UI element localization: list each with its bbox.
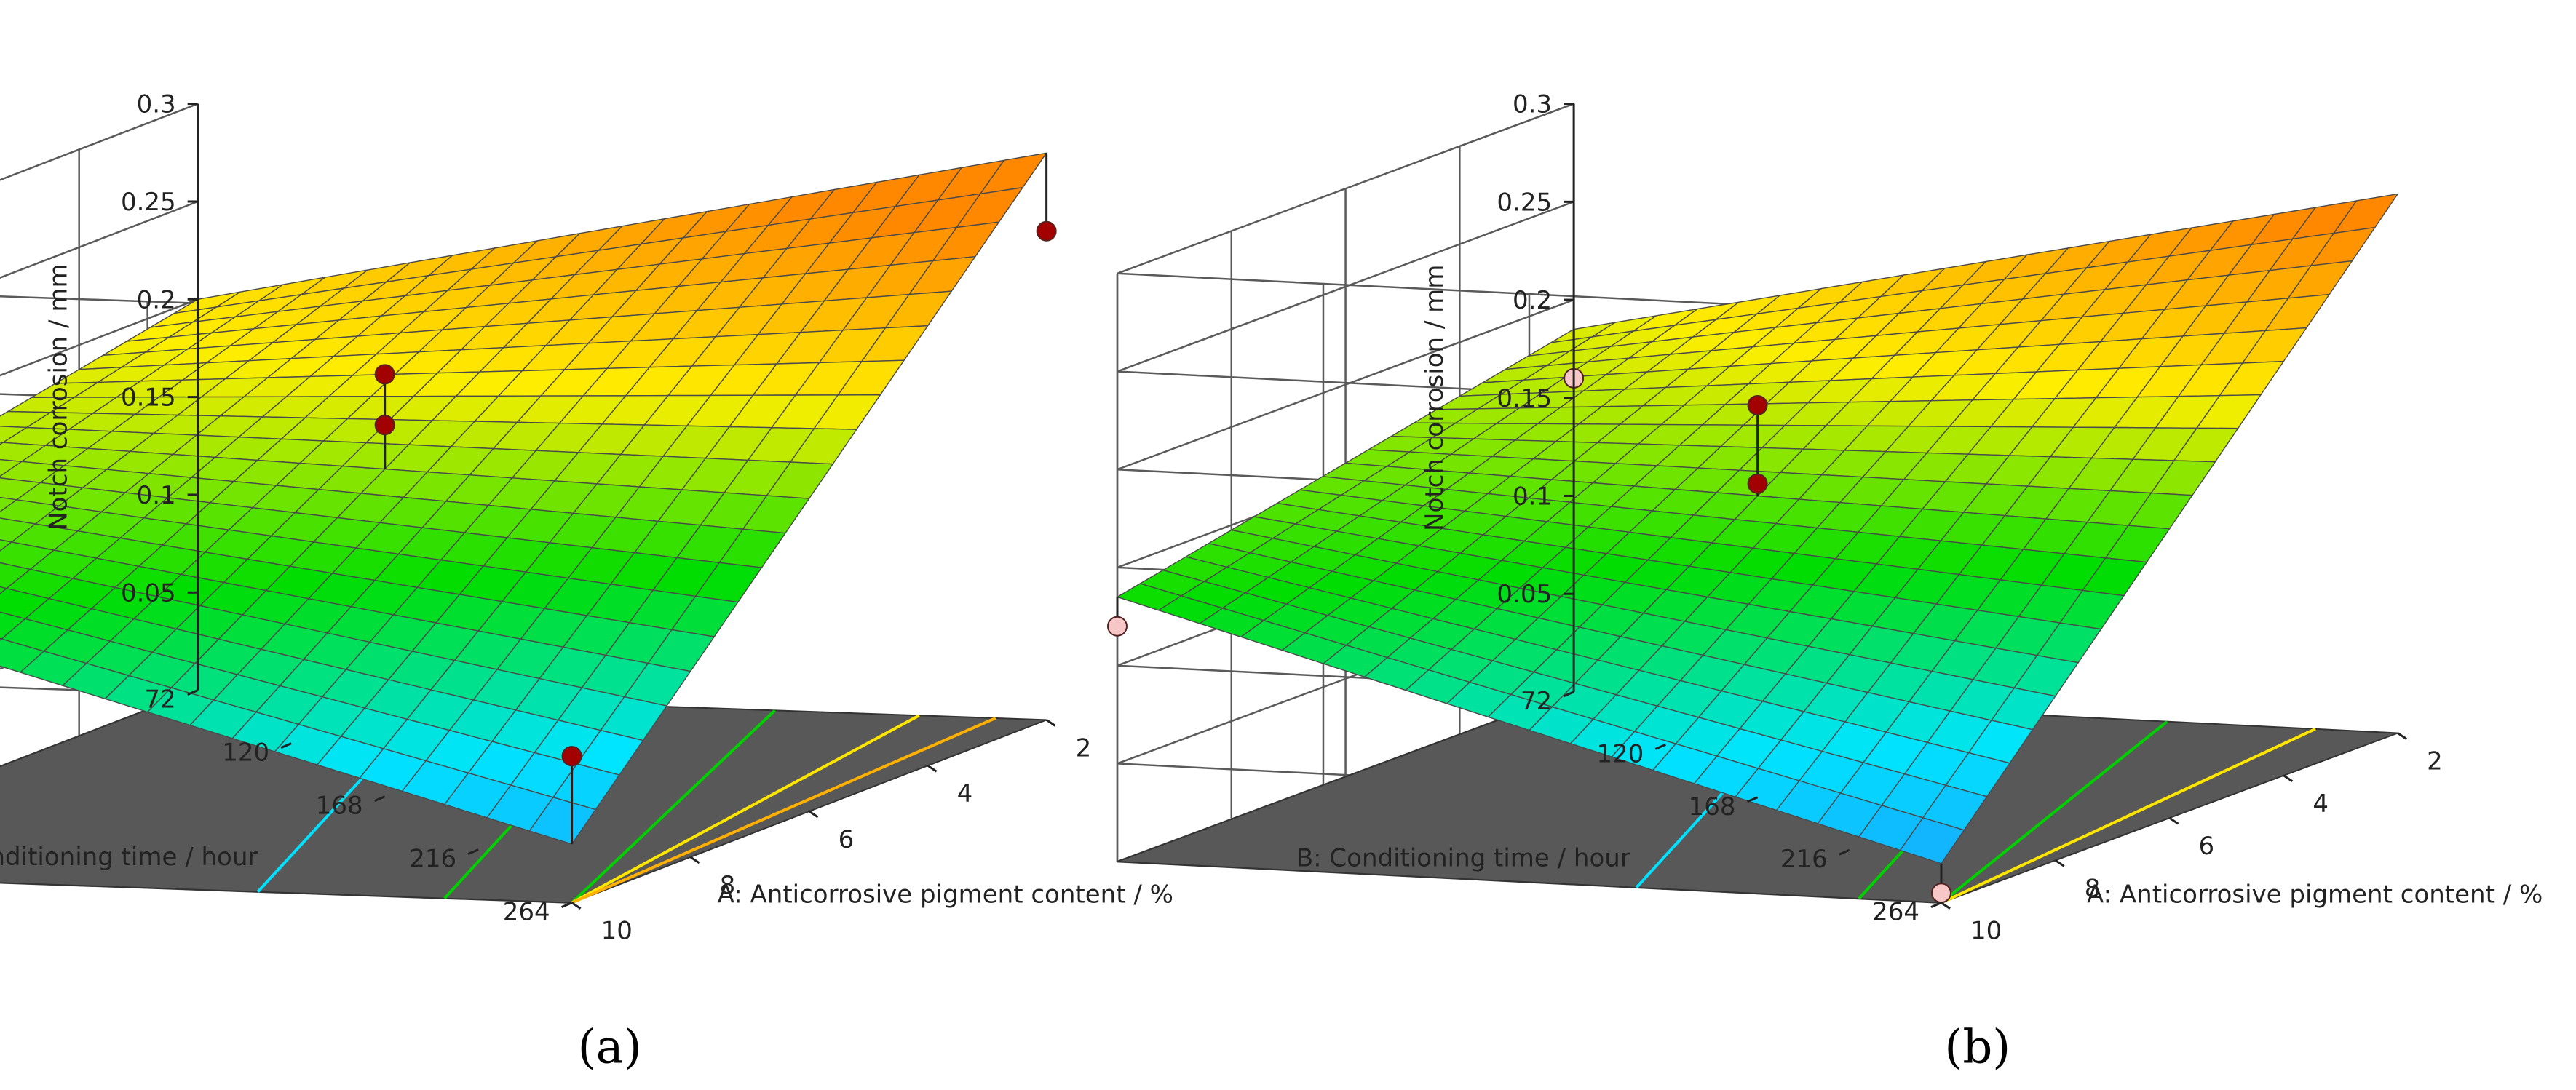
z-tick-label: 0.15	[1497, 384, 1552, 413]
y-tick	[280, 742, 292, 749]
floor-contour-line	[571, 709, 776, 904]
surface-cell	[0, 410, 52, 429]
panel-caption: (a)	[578, 1020, 642, 1074]
y-tick-label: 216	[409, 845, 456, 874]
y-tick-label: 168	[316, 792, 363, 821]
y-tick-label: 264	[503, 898, 550, 927]
z-axis-label: Notch corrosion / mm	[44, 263, 74, 530]
surface-panel-b: 0.05 0.1 0.15 0.2 0.25 0.3 Notch corrosion / m…	[1106, 90, 2543, 1074]
surface-cell	[0, 541, 55, 570]
y-tick	[561, 902, 573, 909]
y-axis-label: B: Conditioning time / hour	[1296, 843, 1630, 872]
y-tick	[187, 689, 199, 696]
surface-cell	[0, 499, 60, 525]
y-tick	[1746, 796, 1759, 803]
x-tick	[2397, 732, 2407, 740]
surface-panel-a: 0.05 0.1 0.15 0.2 0.25 0.3 Notch corrosion / m…	[0, 90, 1173, 1074]
surface-cell	[0, 458, 23, 477]
y-tick	[1654, 743, 1666, 750]
z-tick-label: 0.3	[137, 90, 176, 119]
y-tick	[467, 848, 479, 856]
response-surface	[1116, 193, 2399, 864]
y-tick	[1930, 902, 1942, 909]
x-tick-label: 6	[2199, 832, 2215, 861]
x-tick	[2283, 774, 2294, 783]
y-tick-label: 264	[1872, 898, 1919, 927]
panel-caption: (b)	[1944, 1020, 2010, 1074]
x-tick-label: 2	[2427, 747, 2443, 776]
x-tick	[808, 810, 819, 819]
z-tick-label: 0.05	[1497, 580, 1552, 609]
floor-contour-line	[1940, 720, 2168, 904]
surface-cell	[0, 517, 37, 543]
x-tick-label: 6	[839, 825, 855, 854]
design-point	[374, 415, 395, 436]
z-tick-label: 0.25	[121, 188, 176, 217]
design-point	[561, 746, 582, 767]
y-tick-label: 120	[222, 739, 269, 768]
x-tick	[689, 856, 700, 864]
y-tick-label: 216	[1780, 845, 1828, 874]
surface-cell	[0, 637, 3, 641]
x-tick-label: 8	[720, 871, 736, 900]
surface-cell	[0, 539, 13, 552]
x-tick-label: 8	[2085, 874, 2101, 903]
z-tick-label: 0.1	[137, 481, 176, 510]
y-tick-label: 120	[1596, 739, 1644, 768]
floor-contour-line	[571, 717, 996, 904]
surface-cell	[0, 638, 45, 673]
floor-contour-line	[571, 714, 920, 904]
surface-cell	[0, 442, 5, 445]
design-point	[1930, 883, 1951, 904]
y-tick-label: 168	[1689, 792, 1736, 822]
z-tick-label: 0.2	[1513, 286, 1552, 315]
surface-cell	[0, 587, 50, 620]
floor-contour-line	[1941, 728, 2316, 904]
y-axis-label: B: Conditioning time / hour	[0, 843, 258, 872]
x-tick	[571, 902, 582, 910]
x-axis-label: A: Anticorrosive pigment content / %	[2087, 880, 2543, 910]
z-tick-label: 0.1	[1513, 482, 1552, 511]
surface-cell	[0, 611, 27, 640]
z-tick-label: 0.3	[1513, 90, 1552, 119]
design-point	[1747, 394, 1768, 415]
surface-cell	[0, 562, 32, 589]
surface-cell	[0, 477, 42, 501]
surface-cell	[0, 426, 28, 443]
y-tick	[374, 795, 386, 803]
design-point	[1106, 616, 1128, 637]
surface-cell	[0, 586, 8, 594]
surface-cell	[0, 461, 66, 484]
z-tick-label: 0.05	[121, 578, 176, 608]
y-tick-label: 72	[144, 685, 175, 715]
x-tick-label: 10	[1970, 917, 2002, 946]
design-point	[1747, 473, 1768, 494]
y-tick	[1563, 691, 1574, 698]
z-axis-label: Notch corrosion / mm	[1420, 265, 1449, 531]
surface-cell	[0, 496, 18, 513]
surface-cell	[0, 442, 47, 463]
x-tick-label: 10	[601, 917, 633, 946]
z-tick-label: 0.15	[121, 383, 176, 413]
wall-gridline	[1117, 103, 1942, 316]
x-tick-label: 4	[957, 779, 973, 808]
x-tick	[2168, 816, 2179, 825]
design-point	[374, 364, 395, 385]
z-tick-label: 0.25	[1497, 188, 1552, 217]
x-tick	[1941, 902, 1951, 910]
y-tick	[1839, 848, 1850, 856]
x-tick-label: 4	[2313, 789, 2329, 819]
y-tick-label: 72	[1521, 687, 1552, 716]
x-tick	[927, 764, 938, 773]
x-tick	[2054, 859, 2065, 867]
x-axis-label: A: Anticorrosive pigment content / %	[718, 880, 1173, 910]
response-surface	[0, 152, 1048, 845]
z-tick-label: 0.2	[137, 285, 176, 314]
x-tick	[1045, 719, 1056, 727]
x-tick-label: 2	[1076, 733, 1092, 763]
design-point	[1036, 220, 1057, 242]
